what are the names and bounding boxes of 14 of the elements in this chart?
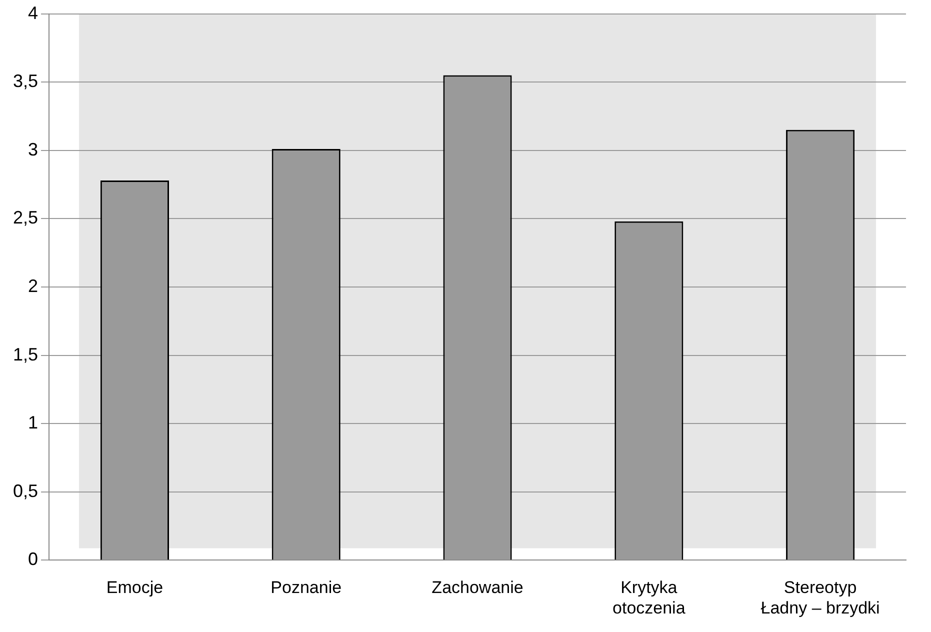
x-tick-label: Emocje xyxy=(106,578,164,598)
y-tick-label: 2 xyxy=(28,276,38,296)
y-tick-label: 1,5 xyxy=(12,344,38,364)
x-tick-label: Stereotyp Ładny – brzydki xyxy=(760,578,880,618)
y-tick-label: 2,5 xyxy=(12,208,38,228)
x-tick-label: Poznanie xyxy=(270,578,342,598)
y-tick-label: 0,5 xyxy=(12,480,38,501)
y-tick-label: 3,5 xyxy=(12,71,38,92)
x-tick-label: Krytyka otoczenia xyxy=(612,578,686,618)
x-tick-label: Zachowanie xyxy=(432,578,524,598)
y-tick-label: 4 xyxy=(28,2,38,23)
y-tick-label: 3 xyxy=(28,139,38,160)
y-tick-label: 0 xyxy=(28,549,38,570)
y-tick-label: 1 xyxy=(28,412,38,433)
